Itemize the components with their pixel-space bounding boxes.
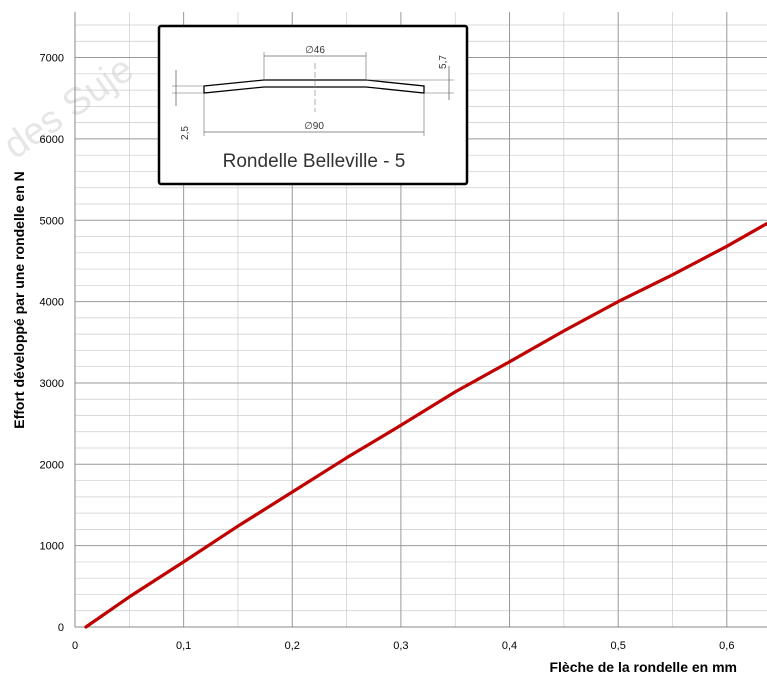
inset-frame [157,24,469,186]
y-tick-label: 7000 [40,53,64,65]
dim-bottom-label: ∅90 [304,121,324,132]
y-tick-label: 3000 [40,378,64,390]
x-tick-label: 0,2 [285,640,300,652]
inset-title: Rondelle Belleville - 5 [223,151,406,172]
dim-height-label: 5,7 [438,55,449,69]
x-tick-labels: 0 0,1 0,2 0,3 0,4 0,5 0,6 [72,640,735,652]
dim-top-label: ∅46 [305,45,325,56]
y-tick-label: 2000 [40,459,64,471]
y-tick-label: 5000 [40,215,64,227]
x-tick-label: 0,1 [176,640,191,652]
watermark: des Suje [0,48,141,167]
y-tick-label: 0 [58,622,64,634]
x-tick-label: 0,6 [719,640,734,652]
inset-washer-diagram: ∅46 ∅90 5,7 2,5 Rondelle Belleville - 5 [157,24,469,186]
series-line [84,221,767,629]
y-axis-title: Effort développé par une rondelle en N [11,171,27,428]
series [84,221,767,629]
x-tick-label: 0 [72,640,78,652]
x-tick-label: 0,3 [393,640,408,652]
grid [74,12,767,628]
x-tick-label: 0,5 [611,640,626,652]
y-tick-label: 1000 [40,541,64,553]
dim-thickness-label: 2,5 [180,126,191,140]
x-tick-label: 0,4 [502,640,517,652]
y-tick-labels: 0 1000 2000 3000 4000 5000 6000 7000 [40,53,64,634]
y-tick-label: 6000 [40,134,64,146]
y-tick-label: 4000 [40,297,64,309]
x-axis-title: Flèche de la rondelle en mm [549,659,737,675]
